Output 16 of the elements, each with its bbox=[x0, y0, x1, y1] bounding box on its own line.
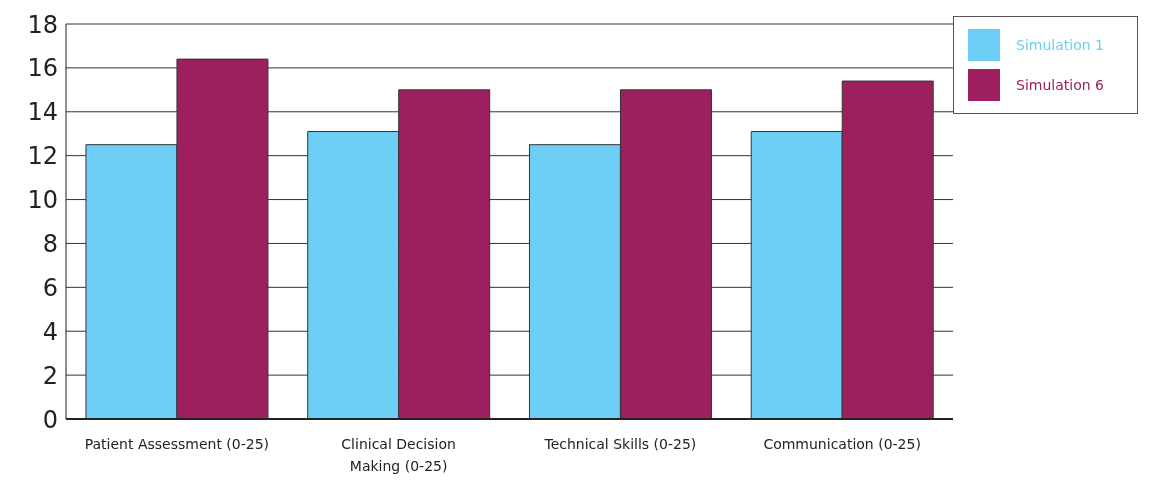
legend-label: Simulation 1 bbox=[1016, 37, 1104, 53]
y-tick-label: 6 bbox=[42, 273, 58, 302]
y-tick-label: 16 bbox=[27, 54, 58, 83]
y-tick-label: 4 bbox=[42, 317, 58, 346]
y-tick-label: 18 bbox=[27, 10, 58, 39]
x-tick-label: Technical Skills (0-25) bbox=[543, 436, 697, 452]
text: Simulation 6 bbox=[1016, 77, 1104, 93]
y-tick-label: 2 bbox=[42, 361, 58, 390]
x-tick-label: Patient Assessment (0-25) bbox=[84, 436, 270, 452]
x-tick-label: Clinical Decision Making (0-25) bbox=[341, 436, 456, 474]
y-tick-label: 10 bbox=[27, 186, 58, 215]
x-tick-label: Communication (0-25) bbox=[763, 436, 921, 452]
y-tick-label: 8 bbox=[42, 229, 58, 258]
y-tick-label: 0 bbox=[42, 405, 58, 434]
y-tick-label: 12 bbox=[27, 142, 58, 171]
y-tick-label: 14 bbox=[27, 98, 58, 127]
